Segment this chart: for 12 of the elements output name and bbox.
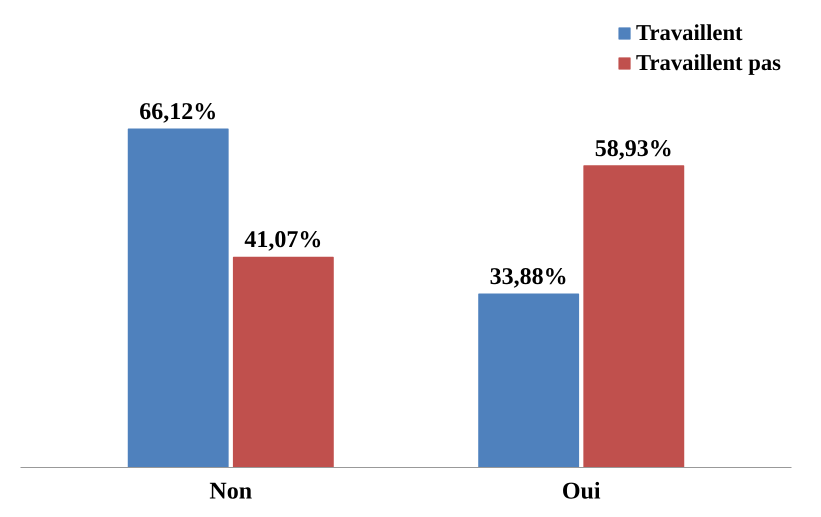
- legend-label: Travaillent: [636, 20, 743, 46]
- legend-label: Travaillent pas: [636, 50, 781, 76]
- bar: [583, 165, 684, 468]
- bar: [478, 294, 580, 468]
- data-label: 41,07%: [244, 227, 322, 254]
- data-label: 66,12%: [139, 98, 218, 125]
- bar: [128, 128, 229, 468]
- x-tick-label: Non: [209, 478, 252, 504]
- bar: [232, 256, 334, 468]
- x-tick-label: Oui: [562, 478, 601, 504]
- data-label: 33,88%: [490, 264, 568, 290]
- data-label: 58,93%: [594, 136, 673, 162]
